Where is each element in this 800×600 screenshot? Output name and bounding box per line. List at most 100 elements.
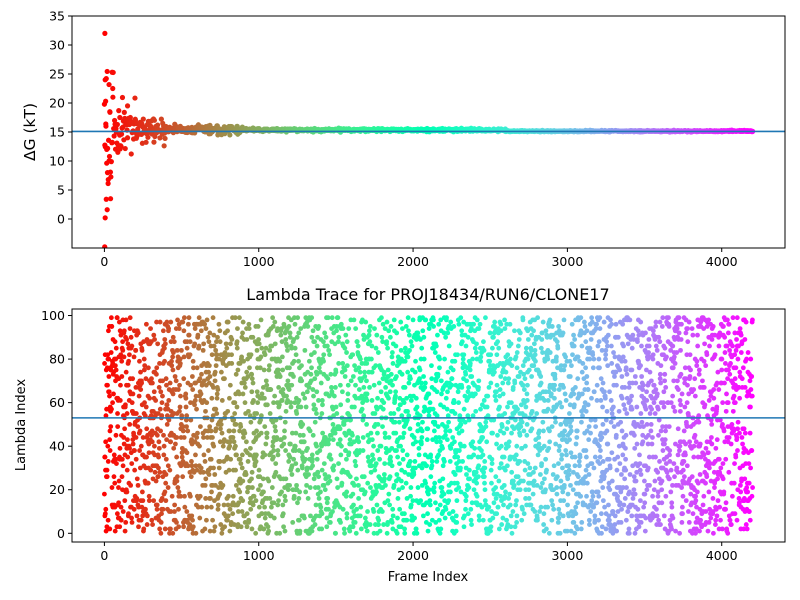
lambda-point — [565, 491, 571, 497]
lambda-point — [505, 352, 511, 358]
lambda-point — [237, 456, 243, 462]
lambda-point — [412, 515, 418, 521]
lambda-point — [559, 452, 565, 458]
lambda-point — [132, 448, 137, 453]
lambda-point — [568, 428, 574, 434]
lambda-point — [624, 371, 630, 377]
lambda-point — [255, 324, 261, 329]
lambda-point — [273, 428, 278, 434]
lambda-point — [440, 476, 446, 482]
lambda-point — [265, 524, 271, 530]
lambda-point — [412, 459, 418, 464]
lambda-point — [273, 469, 279, 475]
lambda-point — [596, 356, 602, 362]
lambda-point — [197, 493, 203, 499]
lambda-point — [619, 472, 624, 477]
lambda-point — [606, 456, 612, 462]
lambda-point — [550, 502, 555, 508]
lambda-point — [477, 321, 483, 327]
lambda-point — [437, 356, 443, 362]
lambda-point — [339, 480, 345, 486]
lambda-point — [560, 489, 566, 495]
lambda-point — [155, 411, 161, 416]
lambda-point — [313, 513, 319, 519]
lambda-point — [215, 502, 221, 508]
lambda-point — [384, 530, 390, 536]
lambda-point — [467, 476, 472, 482]
lambda-point — [281, 524, 286, 530]
lambda-point — [119, 474, 125, 480]
lambda-point — [280, 387, 286, 392]
lambda-point — [362, 369, 368, 375]
lambda-point — [604, 428, 610, 434]
lambda-point — [312, 522, 318, 527]
lambda-point — [490, 515, 496, 521]
lambda-point — [359, 406, 365, 412]
lambda-point — [562, 428, 568, 434]
lambda-point — [453, 528, 459, 534]
lambda-point — [526, 367, 532, 373]
lambda-point — [517, 330, 523, 336]
dg-point — [103, 98, 109, 104]
lambda-point — [209, 489, 214, 495]
lambda-point — [243, 472, 249, 477]
lambda-point — [398, 443, 403, 449]
lambda-point — [529, 374, 534, 379]
lambda-point — [625, 341, 631, 347]
lambda-point — [127, 315, 133, 321]
lambda-point — [108, 350, 114, 355]
lambda-point — [519, 419, 525, 425]
lambda-point — [394, 330, 400, 336]
lambda-point — [253, 498, 259, 504]
lambda-point — [567, 358, 573, 364]
lambda-point — [436, 435, 442, 440]
lambda-point — [181, 435, 187, 440]
lambda-point — [201, 435, 206, 440]
dg-point — [158, 116, 164, 122]
lambda-point — [368, 485, 373, 490]
lambda-point — [642, 478, 647, 484]
lambda-point — [622, 476, 628, 482]
lambda-point — [438, 317, 444, 323]
lambda-point — [592, 417, 598, 423]
lambda-point — [604, 467, 610, 473]
lambda-point — [502, 411, 508, 416]
lambda-point — [536, 435, 542, 440]
lambda-point — [435, 332, 440, 338]
lambda-point — [609, 450, 615, 456]
lambda-point — [177, 356, 183, 362]
lambda-point — [400, 485, 405, 490]
lambda-point — [156, 439, 162, 445]
lambda-point — [225, 502, 231, 508]
lambda-point — [539, 330, 545, 336]
lambda-point — [584, 428, 590, 434]
lambda-point — [257, 474, 263, 480]
lambda-point — [113, 432, 119, 438]
lambda-point — [386, 435, 392, 440]
lambda-point — [107, 526, 113, 532]
lambda-point — [390, 361, 396, 366]
lambda-point — [382, 461, 388, 467]
lambda-point — [393, 343, 399, 349]
lambda-point — [461, 524, 467, 530]
lambda-point — [304, 389, 310, 395]
lambda-point — [124, 467, 130, 473]
lambda-point — [148, 467, 154, 473]
lambda-point — [537, 509, 543, 514]
lambda-point — [237, 428, 243, 434]
lambda-point — [369, 398, 375, 403]
lambda-point — [286, 459, 292, 464]
dg-point — [151, 117, 158, 123]
lambda-point — [122, 498, 128, 504]
lambda-point — [398, 319, 404, 325]
lambda-point — [514, 365, 520, 371]
lambda-point — [520, 506, 525, 512]
lambda-point — [494, 491, 500, 497]
lambda-point — [295, 315, 301, 321]
lambda-point — [413, 439, 419, 445]
lambda-point — [586, 472, 592, 477]
lambda-point — [212, 472, 218, 477]
lambda-point — [266, 367, 272, 373]
lambda-point — [224, 345, 230, 351]
lambda-point — [609, 321, 614, 327]
